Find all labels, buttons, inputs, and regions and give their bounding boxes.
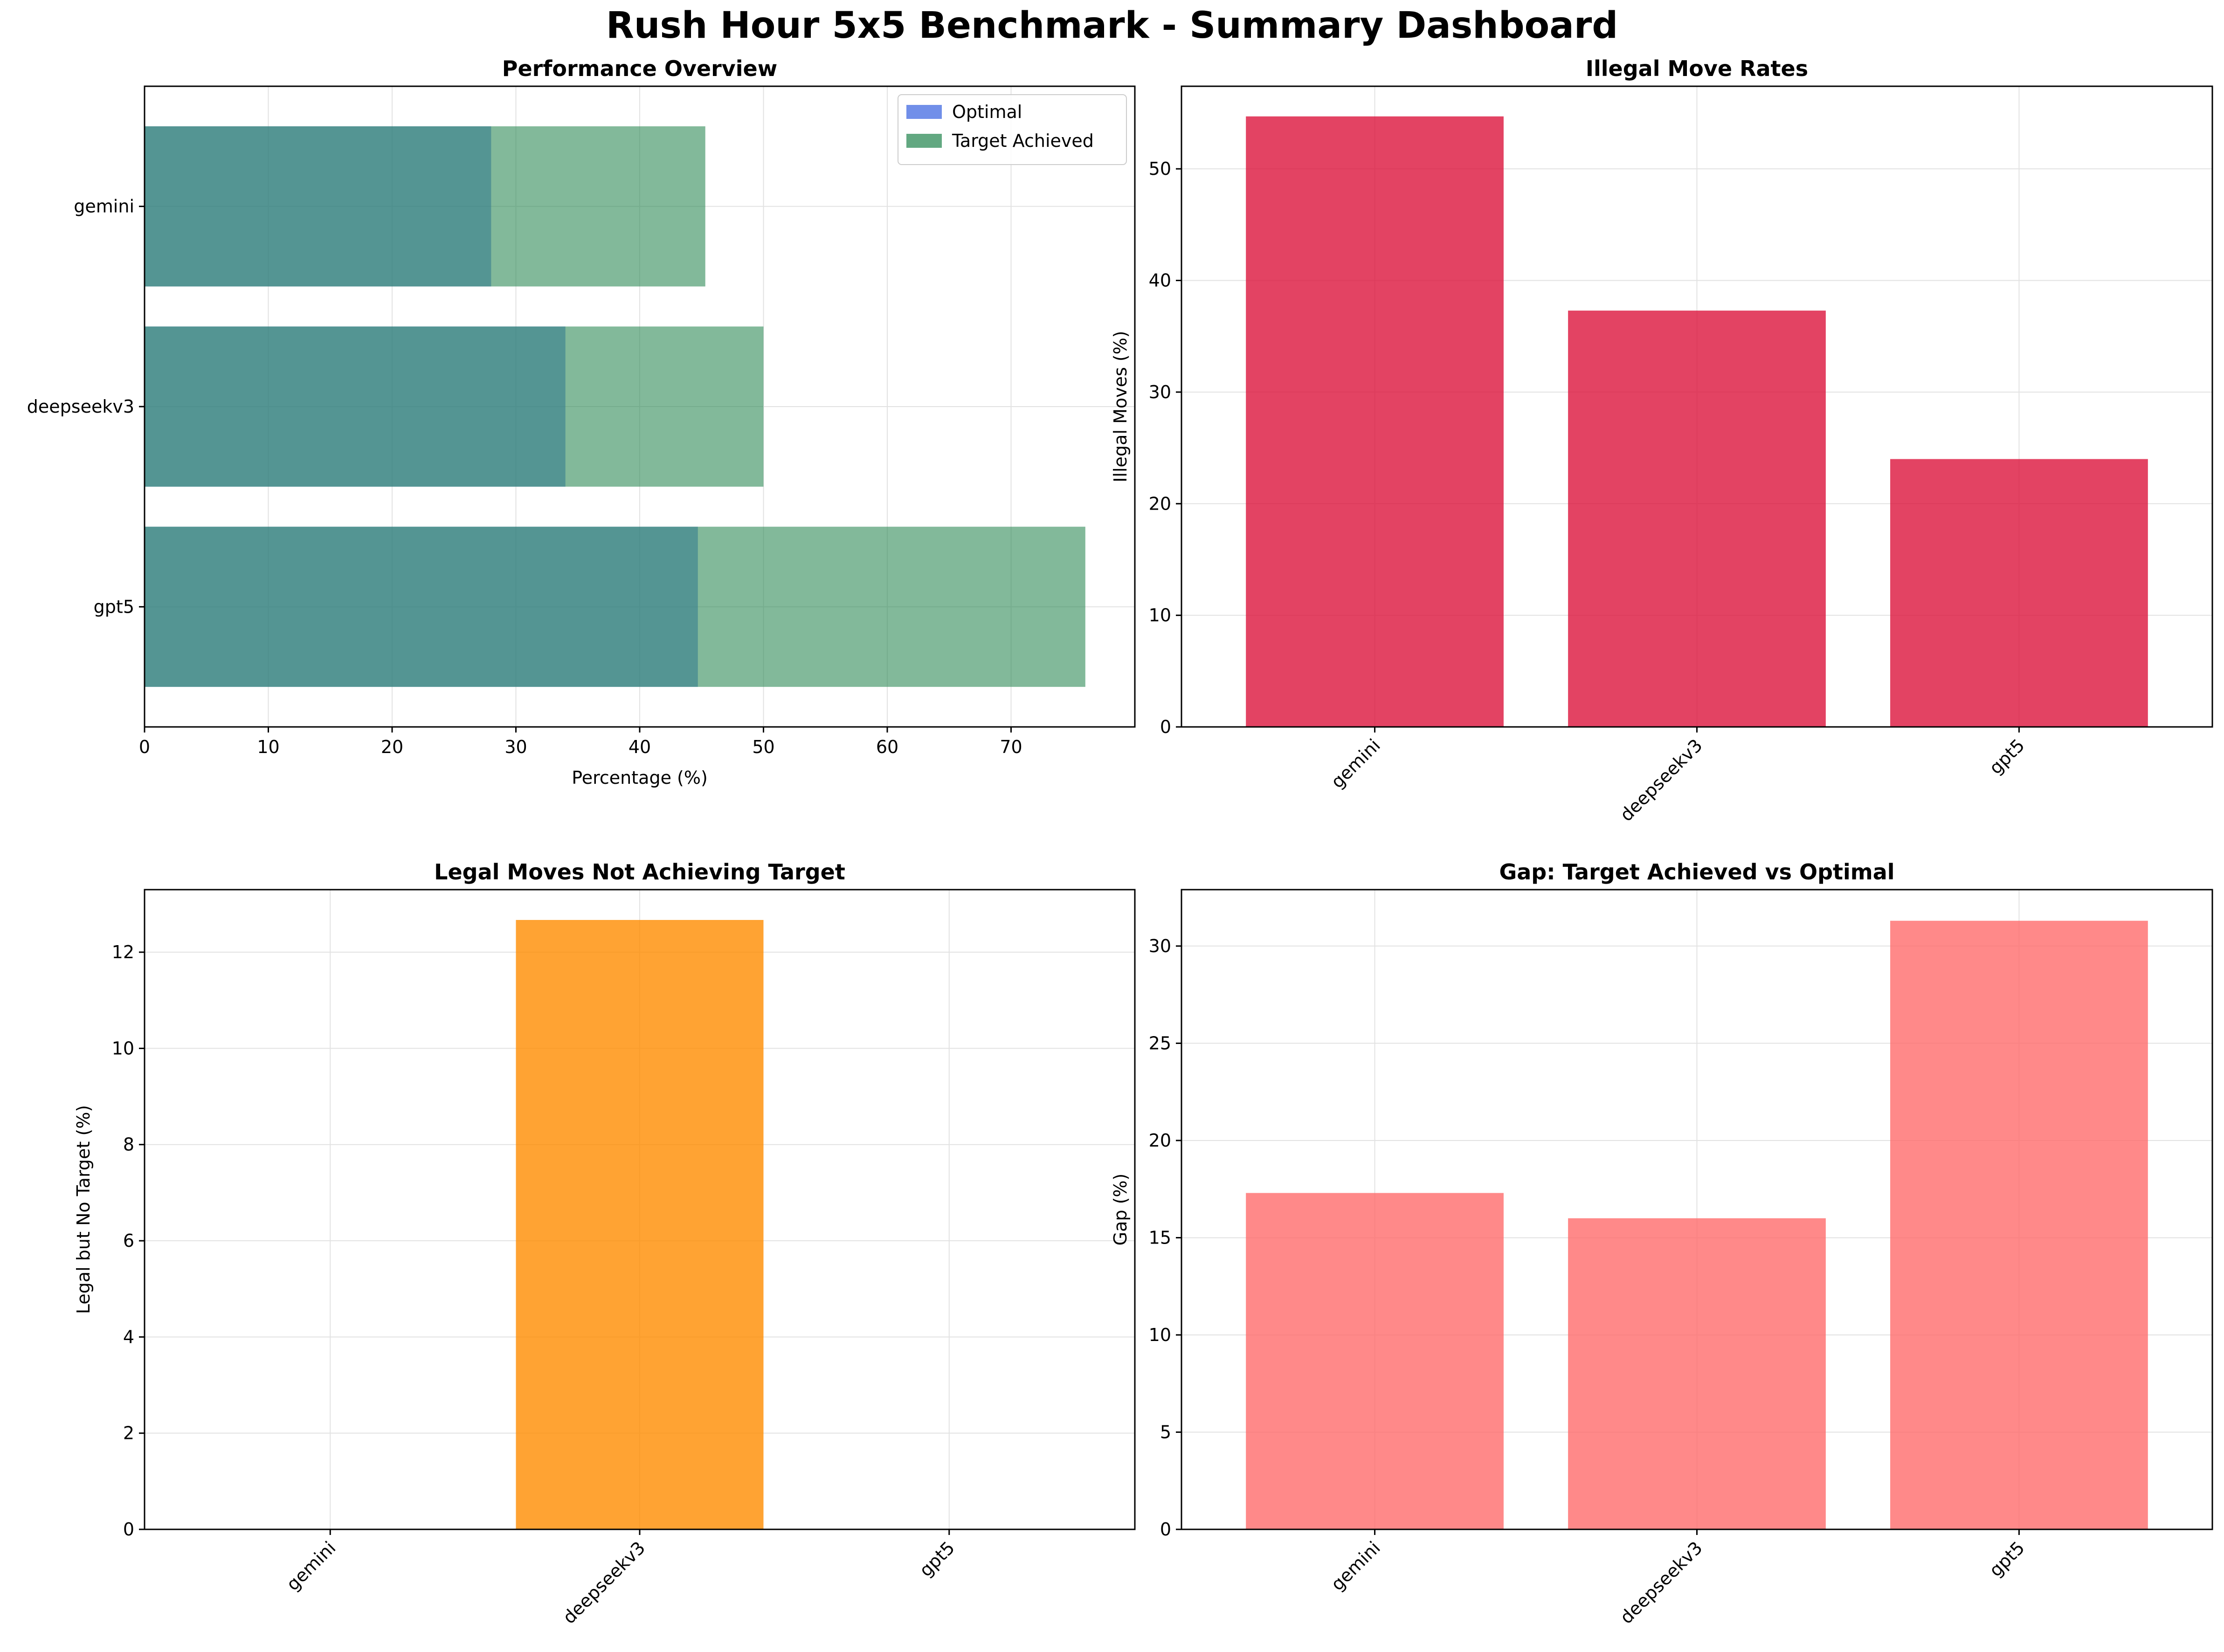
chart-title: Performance Overview xyxy=(502,56,778,81)
performance-chart: 0 10 20 30 40 50 60 70 gemini deepseekv3 gpt5 Perfo… xyxy=(27,56,1136,788)
bar-target-achieved-gemini xyxy=(145,126,705,287)
legend: Optimal Target Achieved xyxy=(898,94,1127,165)
dashboard-title: Rush Hour 5x5 Benchmark - Summary Dashbo… xyxy=(606,5,1618,47)
y-tick-label-gpt5: gpt5 xyxy=(94,596,134,617)
chart-title: Gap: Target Achieved vs Optimal xyxy=(1499,859,1894,885)
y-tick-label: 0 xyxy=(1160,717,1171,737)
x-tick-label-gemini: gemini xyxy=(283,1537,340,1595)
y-tick-label: 15 xyxy=(1149,1227,1171,1248)
y-tick-label: 50 xyxy=(1149,159,1171,179)
legend-swatch-optimal xyxy=(906,105,942,119)
chart-title: Illegal Move Rates xyxy=(1586,56,1808,81)
y-tick-label: 30 xyxy=(1149,382,1171,402)
legend-label: Target Achieved xyxy=(952,131,1094,151)
legal_no_target-chart: 0 2 4 6 8 10 12 gemini deepseekv3 gpt5 Legal Moves… xyxy=(73,859,1136,1628)
y-axis-label: Legal but No Target (%) xyxy=(73,1105,94,1314)
y-tick-label: 30 xyxy=(1149,936,1171,956)
bar-target-achieved-gpt5 xyxy=(145,526,1085,687)
x-tick-label-deepseekv3: deepseekv3 xyxy=(559,1537,649,1628)
gap-chart: 0 5 10 15 20 25 30 gemini deepseekv3 gpt5 Gap: Tar… xyxy=(1110,859,2213,1628)
y-tick-label-gemini: gemini xyxy=(74,196,134,217)
y-tick-label: 10 xyxy=(1149,605,1171,626)
x-tick-label-gpt5: gpt5 xyxy=(1985,1537,2029,1581)
y-tick-label: 5 xyxy=(1160,1422,1171,1442)
bar-gpt5 xyxy=(1890,459,2148,727)
y-tick-label: 10 xyxy=(112,1038,134,1058)
illegal-frame xyxy=(1181,85,2213,728)
bar-deepseekv3 xyxy=(1568,311,1826,727)
bar-gpt5 xyxy=(1890,920,2148,1529)
chart-title: Legal Moves Not Achieving Target xyxy=(434,859,845,885)
y-axis-label: Gap (%) xyxy=(1110,1174,1131,1246)
legend-label: Optimal xyxy=(952,102,1022,122)
y-tick-label: 0 xyxy=(123,1519,134,1540)
y-axis-label: Illegal Moves (%) xyxy=(1110,331,1131,482)
y-tick-label: 20 xyxy=(1149,493,1171,514)
y-tick-label: 12 xyxy=(112,942,134,962)
bar-deepseekv3 xyxy=(516,919,764,1529)
y-tick-label: 4 xyxy=(123,1327,134,1347)
x-axis-label: Percentage (%) xyxy=(572,767,708,788)
x-tick-label-gemini: gemini xyxy=(1327,1537,1384,1595)
y-tick-label: 8 xyxy=(123,1134,134,1155)
bar-deepseekv3 xyxy=(1568,1218,1826,1529)
illegal-chart: 0 10 20 30 40 50 gemini deepseekv3 gpt5 Illegal M… xyxy=(1110,56,2213,825)
x-tick-label: 60 xyxy=(876,737,898,757)
y-tick-label: 2 xyxy=(123,1423,134,1444)
x-tick-label: 40 xyxy=(629,737,651,757)
x-tick-label-deepseekv3: deepseekv3 xyxy=(1616,735,1706,825)
legal_no_target-frame xyxy=(144,889,1136,1530)
x-tick-label: 70 xyxy=(1000,737,1022,757)
x-tick-label-gpt5: gpt5 xyxy=(915,1537,959,1581)
legend-swatch-target-achieved xyxy=(906,134,942,148)
x-tick-label-deepseekv3: deepseekv3 xyxy=(1616,1537,1706,1628)
y-tick-label: 6 xyxy=(123,1230,134,1251)
y-tick-label-deepseekv3: deepseekv3 xyxy=(27,396,134,417)
x-tick-label: 0 xyxy=(139,737,150,757)
y-tick-label: 40 xyxy=(1149,270,1171,291)
performance-frame xyxy=(144,85,1136,728)
bar-gemini xyxy=(1246,116,1504,727)
bar-gemini xyxy=(1246,1193,1504,1529)
gap-frame xyxy=(1181,889,2213,1530)
x-tick-label: 50 xyxy=(752,737,774,757)
legend-box xyxy=(898,94,1127,165)
x-tick-label: 10 xyxy=(257,737,279,757)
y-tick-label: 10 xyxy=(1149,1325,1171,1345)
y-tick-label: 25 xyxy=(1149,1033,1171,1053)
x-tick-label: 30 xyxy=(504,737,527,757)
bar-target-achieved-deepseekv3 xyxy=(145,326,764,487)
y-tick-label: 20 xyxy=(1149,1130,1171,1151)
x-tick-label-gpt5: gpt5 xyxy=(1985,735,2029,778)
y-tick-label: 0 xyxy=(1160,1519,1171,1540)
x-tick-label-gemini: gemini xyxy=(1327,735,1384,792)
x-tick-label: 20 xyxy=(381,737,403,757)
